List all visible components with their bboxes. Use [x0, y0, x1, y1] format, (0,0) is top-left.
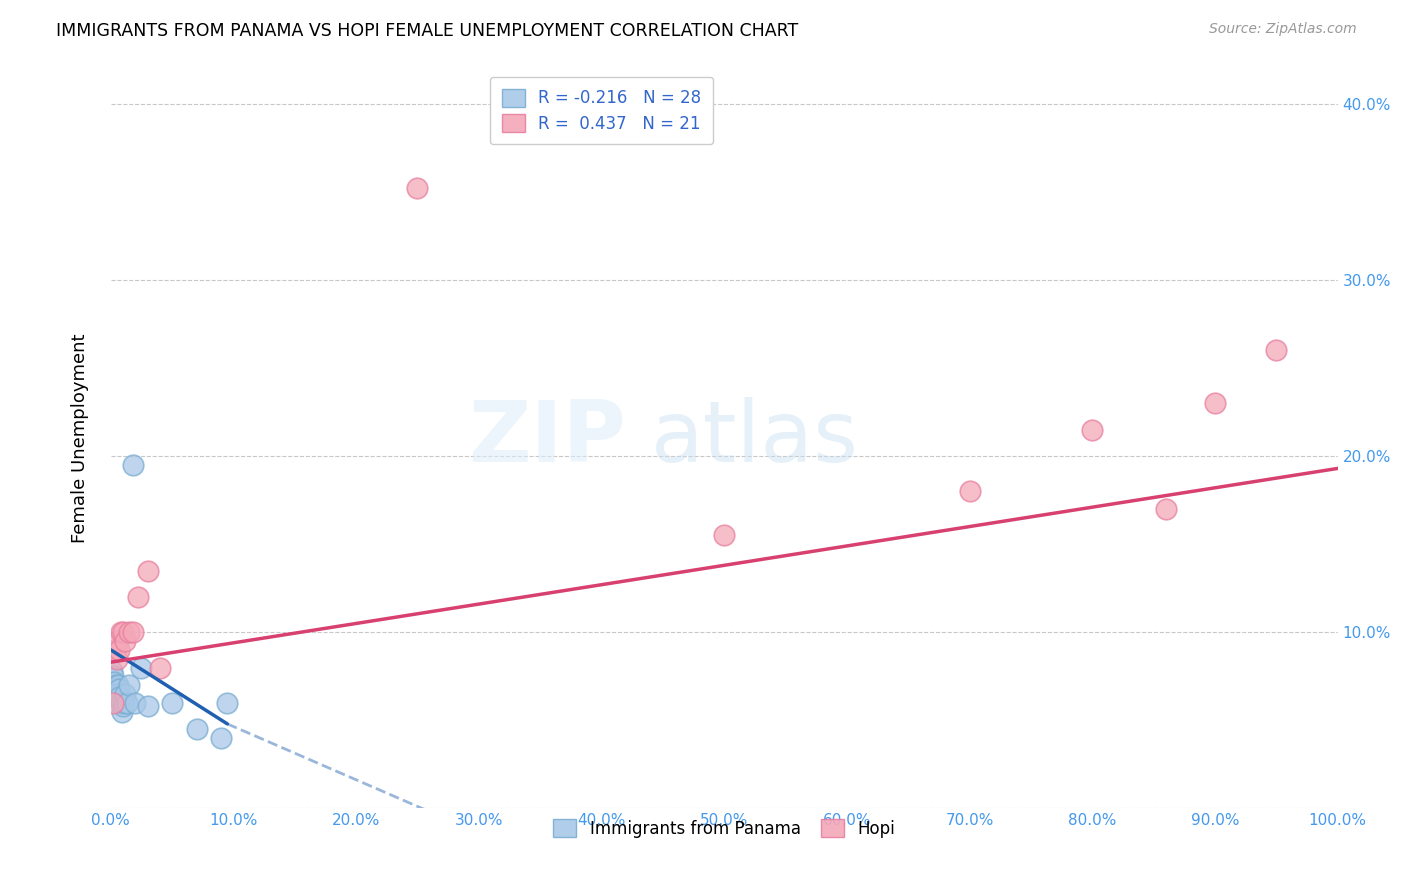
Point [107, 687, 129, 701]
Point [217, 696, 239, 710]
Point [112, 696, 135, 710]
Point [1081, 423, 1104, 437]
Point [209, 731, 232, 745]
Point [105, 651, 128, 665]
Point [112, 625, 135, 640]
Point [112, 699, 135, 714]
Point [1204, 396, 1226, 410]
Text: IMMIGRANTS FROM PANAMA VS HOPI FEMALE UNEMPLOYMENT CORRELATION CHART: IMMIGRANTS FROM PANAMA VS HOPI FEMALE UN… [56, 22, 799, 40]
Point [121, 458, 143, 472]
Point [713, 528, 735, 542]
Point [114, 634, 136, 648]
Text: ZIP: ZIP [468, 397, 626, 480]
Point [160, 696, 183, 710]
Point [103, 643, 125, 657]
Point [104, 687, 127, 701]
Point [107, 634, 129, 648]
Point [118, 678, 141, 692]
Point [115, 696, 138, 710]
Point [105, 681, 128, 696]
Point [108, 643, 131, 657]
Point [131, 660, 153, 674]
Point [111, 705, 134, 719]
Point [108, 681, 131, 696]
Point [105, 690, 128, 705]
Point [136, 699, 159, 714]
Point [406, 181, 429, 195]
Point [103, 696, 125, 710]
Point [1265, 343, 1288, 358]
Legend: Immigrants from Panama, Hopi: Immigrants from Panama, Hopi [547, 813, 901, 845]
Point [103, 669, 125, 683]
Point [104, 643, 127, 657]
Y-axis label: Female Unemployment: Female Unemployment [72, 334, 89, 543]
Text: atlas: atlas [651, 397, 859, 480]
Point [104, 678, 127, 692]
Point [121, 625, 143, 640]
Point [103, 674, 125, 689]
Point [107, 678, 129, 692]
Point [124, 696, 146, 710]
Point [959, 484, 981, 499]
Point [110, 625, 132, 640]
Point [103, 681, 125, 696]
Text: Source: ZipAtlas.com: Source: ZipAtlas.com [1209, 22, 1357, 37]
Point [101, 664, 124, 678]
Point [1154, 502, 1177, 516]
Point [118, 625, 141, 640]
Point [108, 690, 131, 705]
Point [149, 660, 172, 674]
Point [186, 722, 208, 736]
Point [110, 696, 132, 710]
Point [114, 687, 136, 701]
Point [136, 564, 159, 578]
Point [127, 590, 149, 604]
Point [103, 687, 125, 701]
